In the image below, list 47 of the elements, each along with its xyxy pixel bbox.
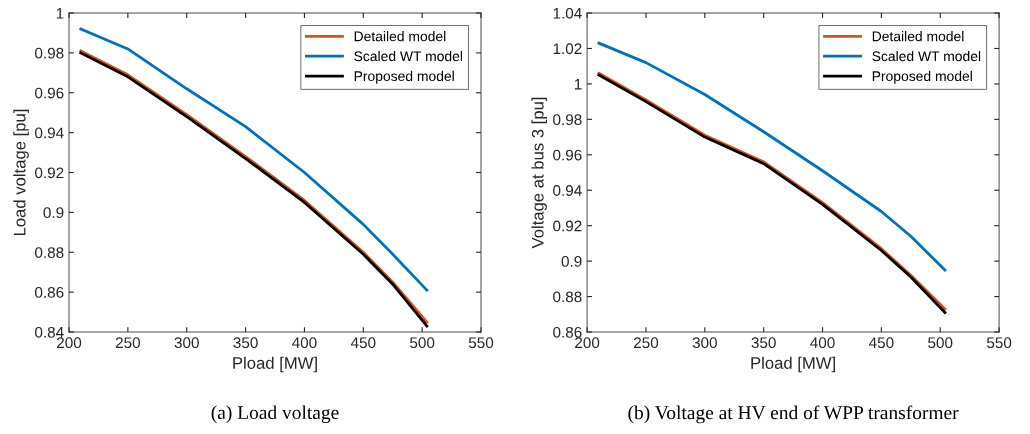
x-tick-label: 550 xyxy=(468,337,494,349)
x-tick-label: 450 xyxy=(350,337,376,349)
x-axis-title: Pload [MW] xyxy=(233,356,317,373)
y-tick-label: 0.86 xyxy=(553,326,582,338)
legend-label: Proposed model xyxy=(872,70,972,84)
x-tick-label: 550 xyxy=(986,337,1012,349)
y-tick-label: 0.88 xyxy=(35,247,64,258)
legend-label: Scaled WT model xyxy=(354,50,463,62)
x-tick-label: 350 xyxy=(751,337,776,349)
legend-label: Proposed model xyxy=(354,70,454,84)
x-tick-label: 200 xyxy=(575,337,600,349)
x-tick-label: 350 xyxy=(233,337,258,349)
y-tick-label: 0.9 xyxy=(561,255,582,267)
x-tick-label: 250 xyxy=(633,337,659,349)
x-tick-label: 500 xyxy=(928,337,953,349)
y-tick-label: 1.04 xyxy=(553,7,582,19)
x-tick-label: 400 xyxy=(292,337,317,349)
y-axis-title: Load voltage [pu] xyxy=(13,109,29,236)
y-tick-label: 0.84 xyxy=(35,326,64,338)
x-tick-label: 200 xyxy=(57,337,82,349)
legend-label: Detailed model xyxy=(354,31,446,42)
x-tick-label: 300 xyxy=(692,337,717,349)
y-tick-label: 0.86 xyxy=(35,287,64,298)
y-tick-label: 0.94 xyxy=(553,185,582,196)
x-tick-label: 250 xyxy=(115,337,141,349)
x-tick-label: 450 xyxy=(868,337,894,349)
x-tick-label: 300 xyxy=(174,337,199,349)
text: (b) Voltage at HV end of WPP transformer xyxy=(628,405,959,424)
y-tick-label: 0.96 xyxy=(553,149,582,161)
y-tick-label: 0.9 xyxy=(43,207,64,219)
y-tick-label: 0.96 xyxy=(35,87,64,99)
text: (a) Load voltage xyxy=(211,405,339,424)
y-tick-label: 0.92 xyxy=(35,167,64,179)
y-tick-label: 0.92 xyxy=(553,220,582,232)
y-tick-label: 1 xyxy=(574,78,582,90)
y-tick-label: 1 xyxy=(56,8,64,19)
x-tick-label: 400 xyxy=(810,337,835,349)
y-axis-title: Voltage at bus 3 [pu] xyxy=(531,97,547,249)
legend-label: Detailed model xyxy=(872,31,964,42)
y-tick-label: 0.98 xyxy=(35,47,64,59)
legend-label: Scaled WT model xyxy=(872,50,981,62)
y-tick-label: 0.94 xyxy=(35,127,64,139)
y-tick-label: 0.98 xyxy=(553,114,582,126)
y-tick-label: 1.02 xyxy=(553,43,582,55)
x-axis-title: Pload [MW] xyxy=(751,356,835,373)
y-tick-label: 0.88 xyxy=(553,291,582,303)
x-tick-label: 500 xyxy=(410,337,435,349)
